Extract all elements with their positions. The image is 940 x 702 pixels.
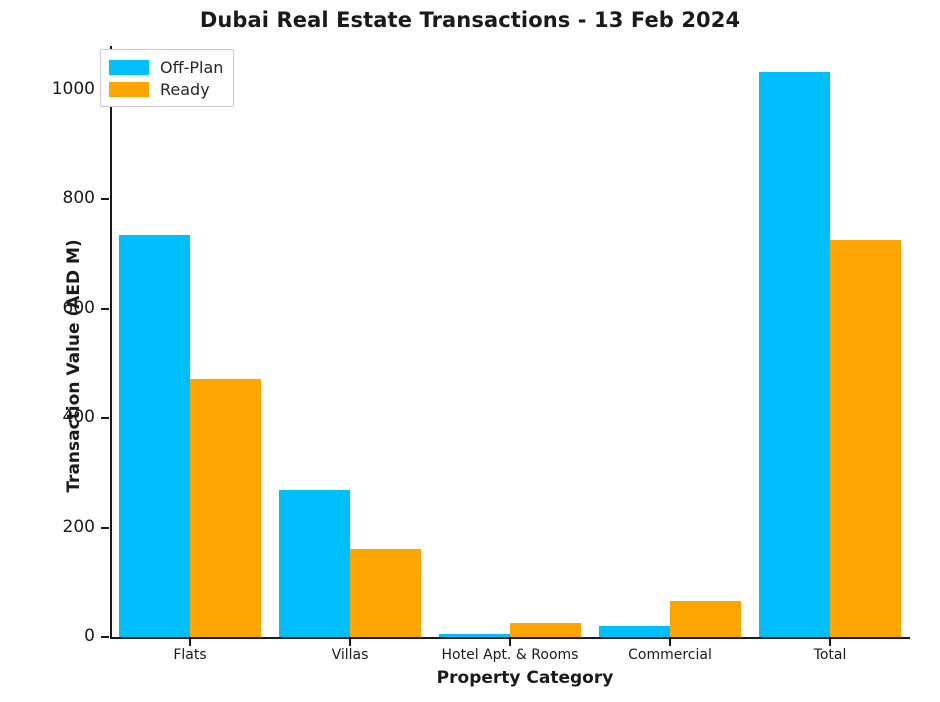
x-tick-mark xyxy=(349,638,351,646)
y-tick-label: 400 xyxy=(62,407,95,428)
y-tick-mark xyxy=(101,307,109,310)
y-tick-label: 200 xyxy=(62,516,95,537)
x-tick-label: Villas xyxy=(331,647,369,663)
bar-ready-flats xyxy=(190,378,261,637)
legend-label: Off-Plan xyxy=(160,57,224,77)
bar-off-plan-commercial xyxy=(599,626,670,637)
x-tick-mark xyxy=(189,638,191,646)
y-tick-mark xyxy=(101,636,109,638)
y-tick-label: 0 xyxy=(84,626,95,646)
bar-off-plan-total xyxy=(759,71,830,637)
y-axis-spine xyxy=(110,46,112,639)
legend-item-off-plan[interactable]: Off-Plan xyxy=(109,56,223,78)
legend-label: Ready xyxy=(160,79,210,99)
x-tick-label: Total xyxy=(813,647,847,663)
x-axis-label: Property Category xyxy=(436,668,614,688)
legend-swatch-icon xyxy=(109,59,149,75)
x-tick-mark xyxy=(669,638,671,646)
chart-legend: Off-Plan Ready xyxy=(100,49,235,107)
y-tick-mark xyxy=(101,198,109,201)
x-tick-label: Hotel Apt. & Rooms xyxy=(441,647,579,663)
bar-off-plan-hotel-apt-rooms xyxy=(439,634,510,637)
bar-ready-commercial xyxy=(670,600,741,637)
bar-off-plan-flats xyxy=(119,234,190,637)
y-tick-label: 1000 xyxy=(51,78,95,99)
bar-ready-hotel-apt-rooms xyxy=(510,623,581,637)
y-tick-label: 600 xyxy=(62,297,95,318)
legend-item-ready[interactable]: Ready xyxy=(109,78,223,100)
x-tick-mark xyxy=(509,638,511,646)
x-tick-mark xyxy=(829,638,831,646)
x-tick-label: Commercial xyxy=(628,647,712,663)
bar-off-plan-villas xyxy=(279,490,350,637)
y-tick-mark xyxy=(101,526,109,529)
x-tick-label: Flats xyxy=(173,647,207,663)
bar-ready-villas xyxy=(350,549,421,637)
y-tick-mark xyxy=(101,417,109,420)
y-tick-label: 800 xyxy=(62,188,95,209)
legend-swatch-icon xyxy=(109,81,149,97)
plot-area xyxy=(110,46,910,637)
chart-title: Dubai Real Estate Transactions - 13 Feb … xyxy=(199,8,741,32)
bar-ready-total xyxy=(830,240,901,637)
y-axis-label: Transaction Value (AED M) xyxy=(64,239,84,493)
